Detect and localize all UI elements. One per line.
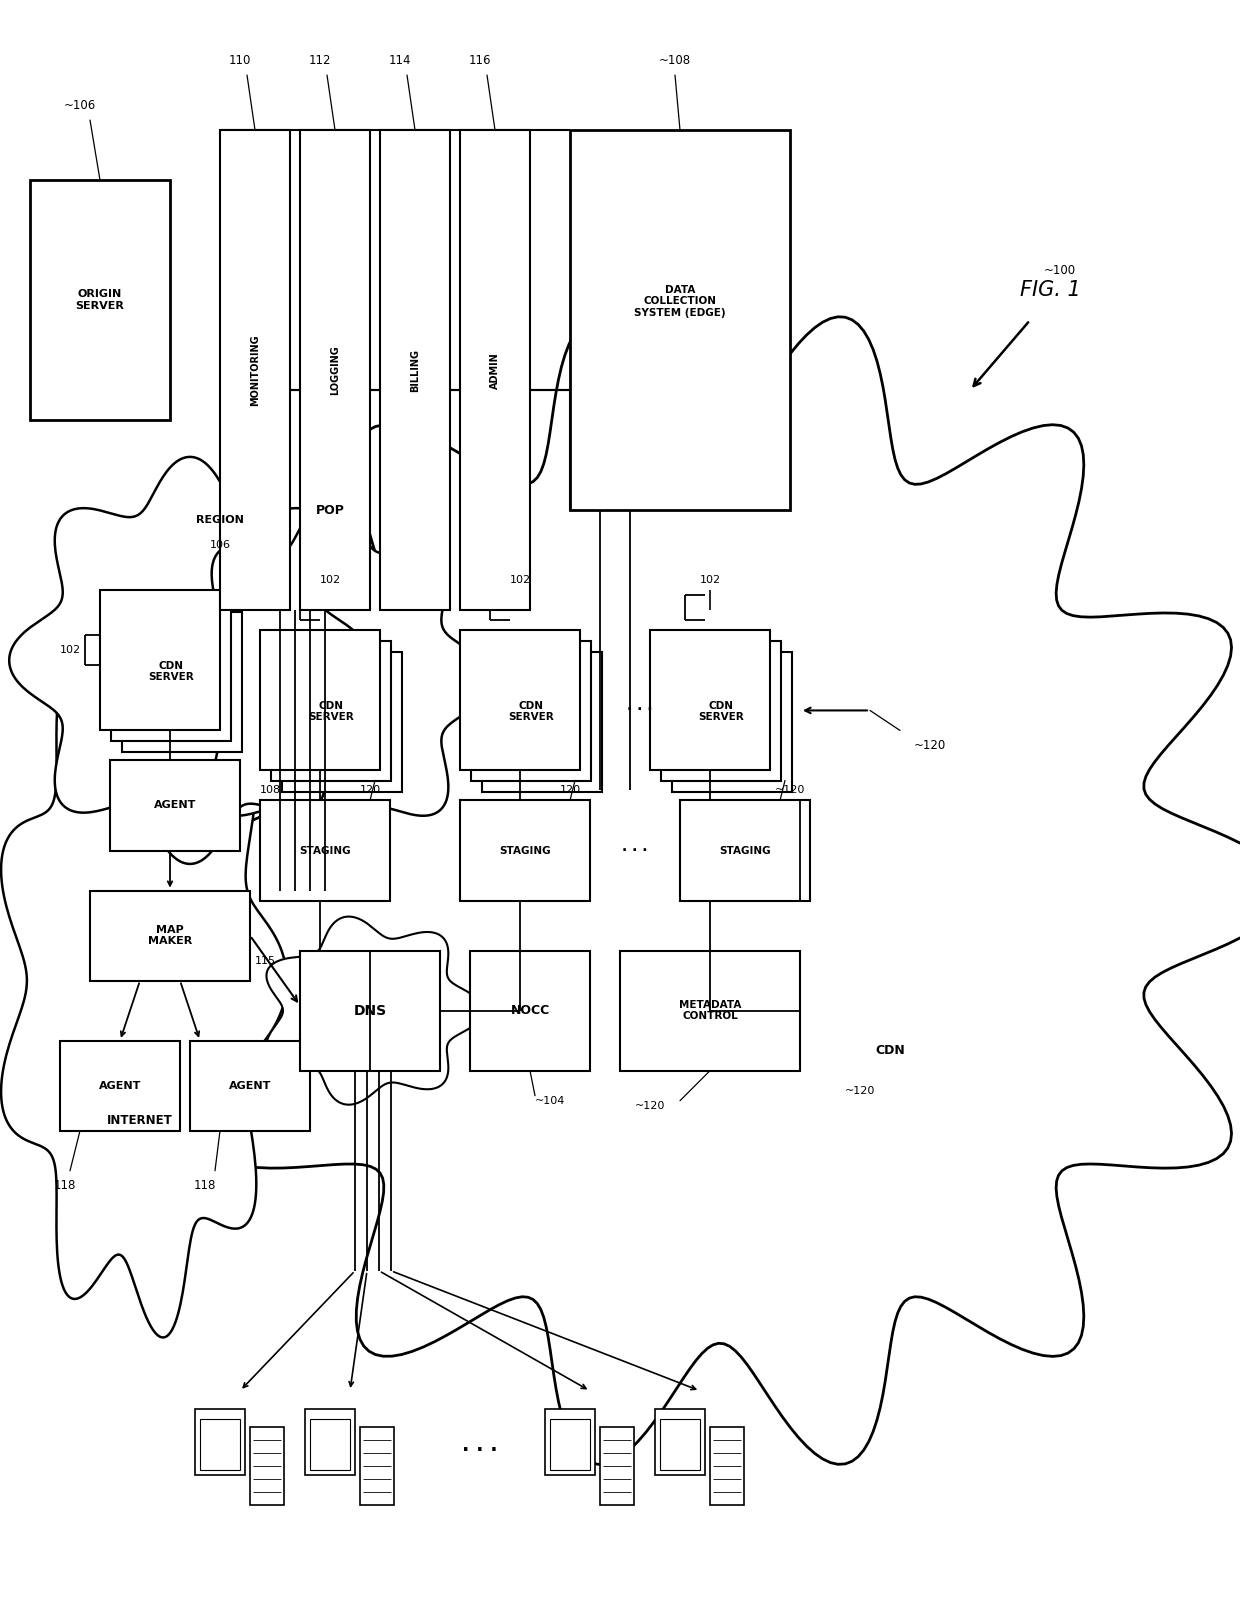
Bar <box>260 801 391 901</box>
Polygon shape <box>1 623 286 1337</box>
Bar <box>281 652 402 793</box>
Text: CDN: CDN <box>875 1044 905 1057</box>
Bar <box>300 130 370 611</box>
Bar <box>570 130 790 511</box>
Polygon shape <box>9 458 371 863</box>
Text: 115: 115 <box>254 955 275 965</box>
Text: 114: 114 <box>389 53 412 66</box>
Text: CDN
SERVER: CDN SERVER <box>698 701 744 722</box>
Text: ~120: ~120 <box>635 1100 665 1110</box>
Bar <box>620 950 800 1071</box>
Bar <box>190 1041 310 1131</box>
Text: ~108: ~108 <box>658 53 691 66</box>
Text: DNS: DNS <box>353 1004 387 1018</box>
Text: CDN
SERVER: CDN SERVER <box>508 701 554 722</box>
Bar <box>460 130 529 611</box>
Bar <box>680 801 810 901</box>
Bar <box>599 1427 634 1505</box>
Bar <box>360 1427 394 1505</box>
Bar <box>650 630 770 770</box>
Text: REGION: REGION <box>196 516 244 525</box>
Text: MAP
MAKER: MAP MAKER <box>148 925 192 946</box>
Text: CDN
SERVER: CDN SERVER <box>148 661 193 681</box>
Bar <box>470 950 590 1071</box>
Bar <box>30 180 170 420</box>
Text: BILLING: BILLING <box>410 348 420 391</box>
Bar <box>551 1419 589 1469</box>
Bar <box>655 1410 704 1476</box>
Bar <box>60 1041 180 1131</box>
Text: ~120: ~120 <box>914 739 946 752</box>
Text: NOCC: NOCC <box>511 1004 549 1017</box>
Text: 118: 118 <box>53 1179 76 1192</box>
Bar <box>260 630 379 770</box>
Text: · · ·: · · · <box>622 844 647 857</box>
Bar <box>195 1410 244 1476</box>
Text: METADATA
CONTROL: METADATA CONTROL <box>678 1000 742 1021</box>
Text: 120: 120 <box>559 786 580 796</box>
Text: DATA
COLLECTION
SYSTEM (EDGE): DATA COLLECTION SYSTEM (EDGE) <box>634 285 725 317</box>
Bar <box>272 641 391 781</box>
Text: STAGING: STAGING <box>719 846 771 855</box>
Text: 102: 102 <box>320 575 341 585</box>
Text: FIG. 1: FIG. 1 <box>1019 280 1080 300</box>
Text: ~120: ~120 <box>775 786 805 796</box>
Bar <box>460 630 580 770</box>
Bar <box>546 1410 594 1476</box>
Text: AGENT: AGENT <box>229 1081 272 1091</box>
Bar <box>460 801 590 901</box>
Text: 106: 106 <box>210 540 231 551</box>
Text: MONITORING: MONITORING <box>250 335 260 406</box>
Text: AGENT: AGENT <box>154 801 196 810</box>
Polygon shape <box>172 499 489 862</box>
Text: ~100: ~100 <box>1044 264 1076 277</box>
Text: 108: 108 <box>259 786 280 796</box>
Text: ADMIN: ADMIN <box>490 351 500 388</box>
Text: · · ·: · · · <box>627 704 652 717</box>
Polygon shape <box>267 917 484 1105</box>
Text: STAGING: STAGING <box>299 846 351 855</box>
Text: 116: 116 <box>469 53 491 66</box>
Bar <box>110 760 241 851</box>
Bar <box>305 1410 355 1476</box>
Text: LOGGING: LOGGING <box>330 345 340 395</box>
Text: ~104: ~104 <box>534 1095 565 1105</box>
Bar <box>112 601 231 741</box>
Bar <box>122 612 242 752</box>
Text: 120: 120 <box>360 786 381 796</box>
Text: 102: 102 <box>510 575 531 585</box>
Text: ~120: ~120 <box>844 1086 875 1095</box>
Bar <box>482 652 601 793</box>
Text: · · ·: · · · <box>463 1442 497 1461</box>
Text: 118: 118 <box>193 1179 216 1192</box>
Text: POP: POP <box>315 504 345 517</box>
Bar <box>300 950 440 1071</box>
Polygon shape <box>155 317 1240 1464</box>
Bar <box>471 641 591 781</box>
Bar <box>249 1427 284 1505</box>
Bar <box>379 130 450 611</box>
Bar <box>660 1419 699 1469</box>
Text: CDN
SERVER: CDN SERVER <box>308 701 353 722</box>
Bar <box>661 641 781 781</box>
Bar <box>100 590 219 730</box>
Text: 102: 102 <box>699 575 720 585</box>
Text: STAGING: STAGING <box>500 846 551 855</box>
Bar <box>91 891 250 981</box>
Text: ORIGIN
SERVER: ORIGIN SERVER <box>76 290 124 311</box>
Text: 112: 112 <box>309 53 331 66</box>
Bar <box>219 130 290 611</box>
Text: INTERNET: INTERNET <box>107 1115 172 1128</box>
Text: 102: 102 <box>60 646 81 656</box>
Bar <box>200 1419 239 1469</box>
Text: ~106: ~106 <box>64 98 97 111</box>
Bar <box>672 652 792 793</box>
Text: AGENT: AGENT <box>99 1081 141 1091</box>
Bar <box>709 1427 744 1505</box>
Text: 110: 110 <box>229 53 252 66</box>
Bar <box>310 1419 350 1469</box>
